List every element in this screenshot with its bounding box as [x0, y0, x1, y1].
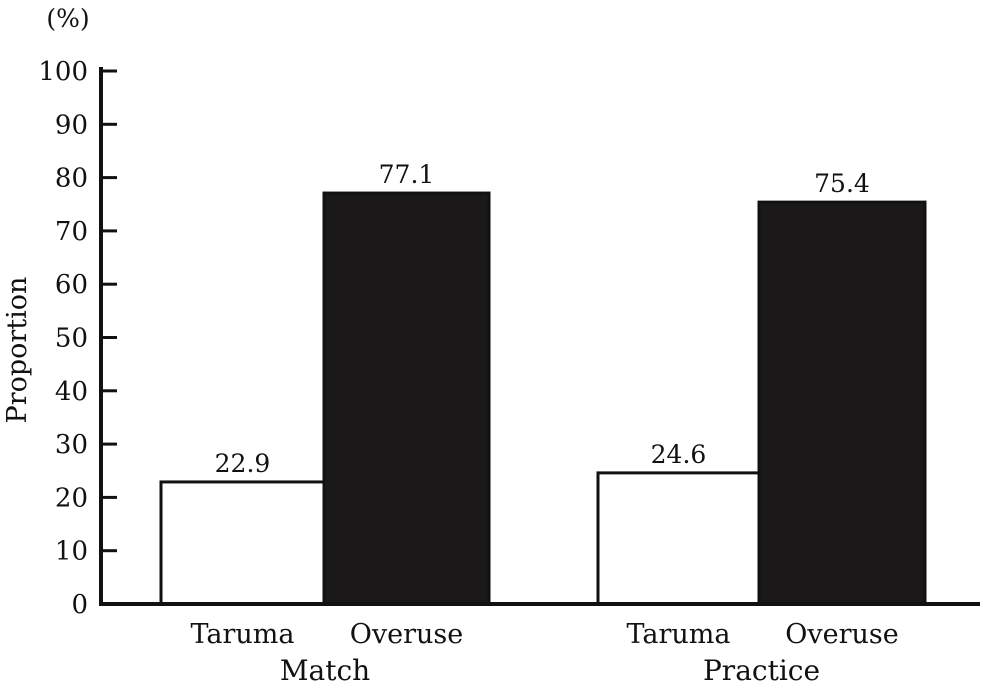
bar-value-label: 75.4 [814, 169, 870, 198]
bar-value-label: 24.6 [651, 440, 707, 469]
y-tick-label: 10 [55, 537, 88, 567]
y-tick-label: 30 [55, 430, 88, 460]
group-label: Match [280, 654, 370, 687]
bar-value-label: 77.1 [379, 160, 435, 189]
bar-match-overuse [322, 191, 491, 606]
y-axis-ticks: 0 10 20 30 40 50 60 70 80 90 100 [38, 57, 117, 620]
category-labels: 22.9 Taruma 77.1 Overuse Match 24.6 Taruma 75.4… [190, 160, 898, 687]
y-tick-label: 40 [55, 377, 88, 407]
y-axis-label: Proportion [2, 277, 33, 424]
y-tick-label: 80 [55, 164, 88, 194]
bars [159, 191, 927, 606]
y-tick-label: 60 [55, 270, 88, 300]
y-tick-label: 70 [55, 217, 88, 247]
category-label: Taruma [190, 619, 294, 650]
bar-value-label: 22.9 [215, 449, 271, 478]
y-unit-label: (%) [46, 4, 89, 33]
category-label: Taruma [626, 619, 730, 650]
y-tick-label: 0 [71, 590, 88, 620]
y-tick-label: 90 [55, 110, 88, 140]
bar-practice-overuse [757, 200, 927, 606]
category-label: Overuse [785, 619, 899, 650]
bar-match-taruma [159, 480, 326, 606]
y-tick-label: 100 [38, 57, 88, 87]
group-label: Practice [703, 654, 820, 687]
y-tick-label: 20 [55, 483, 88, 513]
bar-practice-taruma [596, 471, 761, 606]
category-label: Overuse [350, 619, 464, 650]
y-tick-label: 50 [55, 324, 88, 354]
